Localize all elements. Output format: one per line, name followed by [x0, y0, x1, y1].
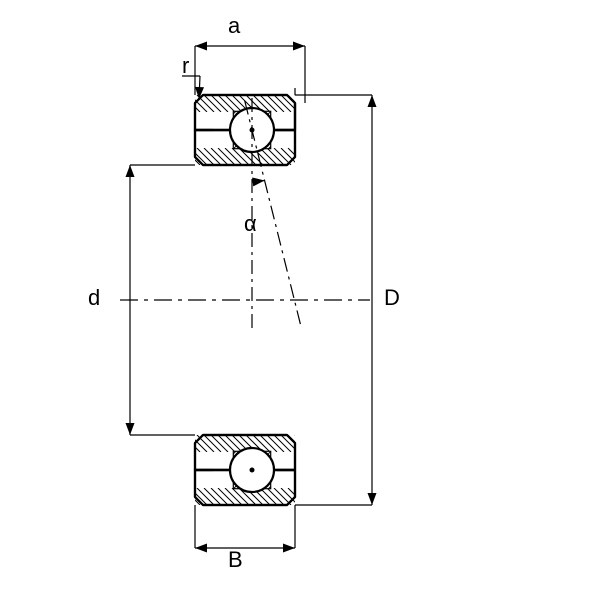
label-D: D — [384, 285, 400, 311]
label-d: d — [88, 285, 100, 311]
label-a: a — [228, 13, 240, 39]
label-alpha: α — [244, 211, 257, 237]
label-B: B — [228, 547, 243, 573]
bearing-diagram: a r α d D B — [0, 0, 600, 600]
label-r: r — [182, 53, 189, 79]
